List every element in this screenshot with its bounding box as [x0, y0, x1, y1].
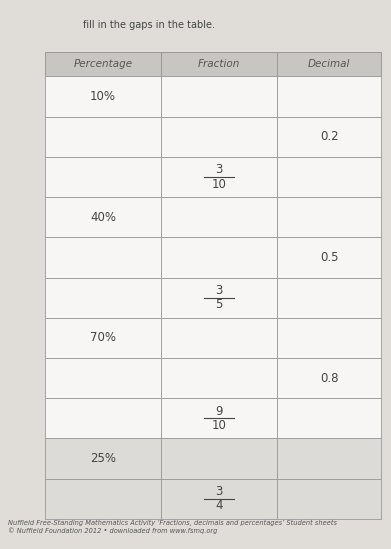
Bar	[161, 157, 277, 197]
Bar	[161, 358, 277, 398]
Bar	[277, 318, 381, 358]
Text: 70%: 70%	[90, 332, 116, 344]
Bar	[161, 438, 277, 479]
Bar	[277, 116, 381, 157]
Bar	[45, 116, 161, 157]
Text: 3: 3	[215, 284, 222, 297]
Text: 10: 10	[212, 178, 226, 191]
Bar	[277, 237, 381, 277]
Bar	[277, 277, 381, 318]
Text: 40%: 40%	[90, 211, 116, 223]
Bar	[45, 157, 161, 197]
Bar	[277, 358, 381, 398]
Text: Percentage: Percentage	[74, 59, 133, 69]
Bar	[45, 318, 161, 358]
Bar	[161, 277, 277, 318]
Bar	[161, 52, 277, 76]
Bar	[277, 76, 381, 116]
Bar	[45, 52, 161, 76]
Bar	[277, 398, 381, 438]
Bar	[277, 52, 381, 76]
Bar	[45, 277, 161, 318]
Text: fill in the gaps in the table.: fill in the gaps in the table.	[83, 20, 215, 30]
Text: 5: 5	[215, 298, 222, 311]
Bar	[161, 479, 277, 519]
Bar	[45, 76, 161, 116]
Text: Nuffield Free-Standing Mathematics Activity ‘Fractions, decimals and percentages: Nuffield Free-Standing Mathematics Activ…	[8, 520, 337, 534]
Text: 4: 4	[215, 500, 223, 512]
Text: Fraction: Fraction	[198, 59, 240, 69]
Bar	[277, 197, 381, 237]
Text: 0.2: 0.2	[320, 130, 339, 143]
Bar	[45, 438, 161, 479]
Text: 25%: 25%	[90, 452, 116, 465]
Bar	[45, 479, 161, 519]
Text: 10: 10	[212, 419, 226, 432]
Bar	[161, 116, 277, 157]
Text: Decimal: Decimal	[308, 59, 350, 69]
Text: 3: 3	[215, 485, 222, 498]
Bar	[161, 237, 277, 277]
Bar	[45, 197, 161, 237]
Bar	[161, 197, 277, 237]
Text: 9: 9	[215, 405, 223, 418]
Bar	[45, 358, 161, 398]
Bar	[161, 76, 277, 116]
Bar	[277, 157, 381, 197]
Bar	[161, 318, 277, 358]
Bar	[45, 398, 161, 438]
Text: 10%: 10%	[90, 90, 116, 103]
Bar	[277, 438, 381, 479]
Bar	[161, 398, 277, 438]
Text: 0.8: 0.8	[320, 372, 338, 384]
Bar	[277, 479, 381, 519]
Bar	[45, 237, 161, 277]
Text: 0.5: 0.5	[320, 251, 338, 264]
Text: 3: 3	[215, 163, 222, 176]
